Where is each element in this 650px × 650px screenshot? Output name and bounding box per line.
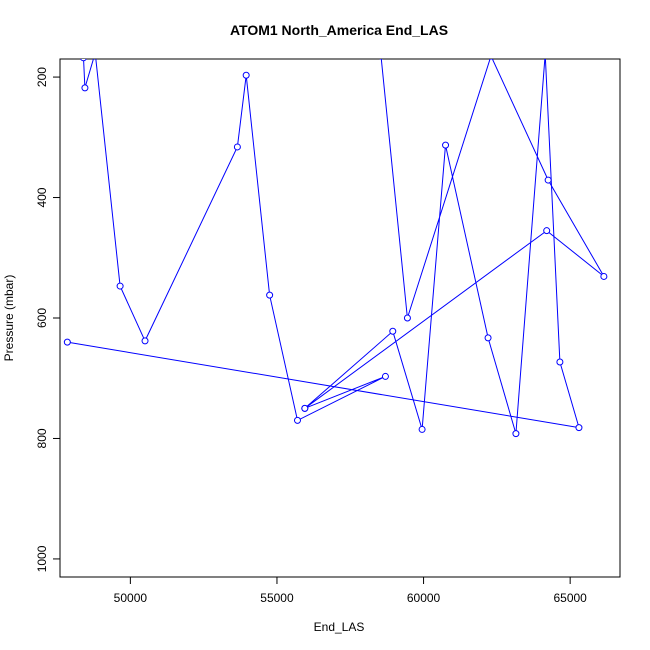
y-tick-label: 800 [35, 428, 49, 448]
data-point [403, 314, 411, 322]
x-tick-label: 65000 [553, 591, 587, 605]
data-point [81, 84, 89, 92]
data-point [379, 59, 383, 60]
data-point [442, 141, 450, 149]
data-point [116, 282, 124, 290]
data-point [293, 416, 301, 424]
data-point [233, 143, 241, 151]
data-point [266, 291, 274, 299]
data-point [543, 227, 551, 235]
y-axis-label: Pressure (mbar) [2, 275, 16, 362]
y-tick-label: 1000 [35, 545, 49, 572]
plot-frame [59, 58, 621, 578]
x-axis-label: End_LAS [314, 620, 365, 634]
data-point [141, 337, 149, 345]
y-tick-label: 200 [35, 67, 49, 87]
data-point [242, 71, 250, 79]
x-tick-label: 50000 [114, 591, 148, 605]
data-point [92, 50, 98, 56]
data-point [575, 424, 583, 432]
series-layer [63, 50, 608, 438]
data-point [418, 425, 426, 433]
data-point [544, 176, 552, 184]
data-point [484, 334, 492, 342]
data-point [80, 59, 87, 62]
y-axis: 200 400 600 800 1000 [35, 67, 61, 572]
data-point [389, 327, 397, 335]
y-tick-label: 400 [35, 187, 49, 207]
chart-title: ATOM1 North_America End_LAS [230, 22, 448, 38]
data-point [542, 51, 548, 57]
x-tick-label: 55000 [260, 591, 294, 605]
data-point [489, 59, 493, 60]
data-point [512, 430, 520, 438]
series-line [67, 59, 605, 434]
data-point [556, 358, 564, 366]
data-point [301, 404, 309, 412]
data-point [63, 338, 71, 346]
x-axis: 50000 55000 60000 65000 [114, 576, 587, 605]
x-tick-label: 60000 [407, 591, 441, 605]
y-tick-label: 600 [35, 308, 49, 328]
data-point [381, 372, 389, 380]
data-point [600, 272, 608, 280]
